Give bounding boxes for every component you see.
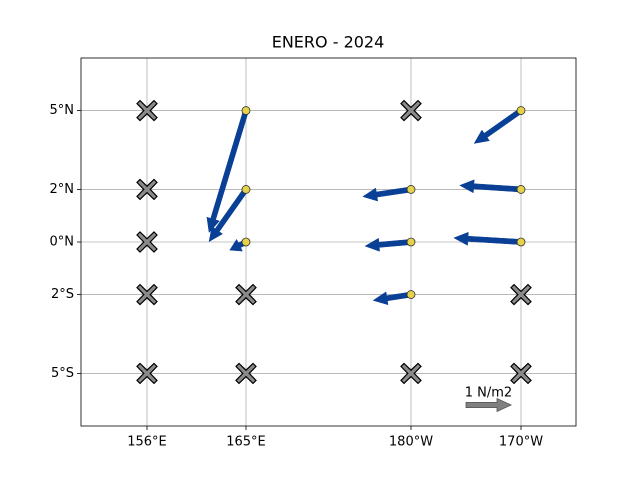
y-tick-label: 5°S xyxy=(51,366,74,381)
chart-title: ENERO - 2024 xyxy=(272,33,385,52)
x-tick-label: 165°E xyxy=(226,435,266,450)
missing-station xyxy=(136,99,158,122)
missing-station xyxy=(136,178,158,201)
x-tick-label: 156°E xyxy=(127,435,167,450)
wind-stress-arrow xyxy=(362,186,412,202)
station xyxy=(406,237,416,247)
key-label: 1 N/m2 xyxy=(465,386,512,401)
key-arrow xyxy=(465,397,512,413)
missing-station xyxy=(400,99,422,122)
station xyxy=(516,106,526,115)
station xyxy=(516,237,526,247)
wind-stress-arrow xyxy=(473,108,523,144)
wind-stress-arrow xyxy=(206,109,249,234)
missing-station xyxy=(510,362,532,385)
station xyxy=(241,106,251,115)
x-tick-label: 180°W xyxy=(389,435,433,450)
station xyxy=(241,237,251,247)
missing-station xyxy=(235,283,257,306)
station xyxy=(406,290,416,299)
y-tick-label: 0°N xyxy=(50,235,75,250)
wind-stress-arrow xyxy=(364,237,412,252)
x-tick-label: 170°W xyxy=(499,435,543,450)
missing-station xyxy=(235,362,257,385)
missing-station xyxy=(400,362,422,385)
y-tick-label: 2°N xyxy=(50,182,75,197)
station xyxy=(241,185,251,194)
station xyxy=(516,185,526,194)
wind-stress-arrow xyxy=(372,291,412,306)
missing-station xyxy=(136,231,158,253)
wind-stress-arrow xyxy=(459,179,522,194)
wind-stress-arrow xyxy=(208,187,249,243)
y-tick-label: 5°N xyxy=(50,103,75,118)
missing-station xyxy=(136,283,158,306)
plot-frame xyxy=(80,57,577,427)
station xyxy=(406,185,416,194)
y-tick-label: 2°S xyxy=(51,287,74,302)
missing-station xyxy=(510,283,532,306)
wind-stress-arrow xyxy=(453,231,522,246)
missing-station xyxy=(136,362,158,385)
